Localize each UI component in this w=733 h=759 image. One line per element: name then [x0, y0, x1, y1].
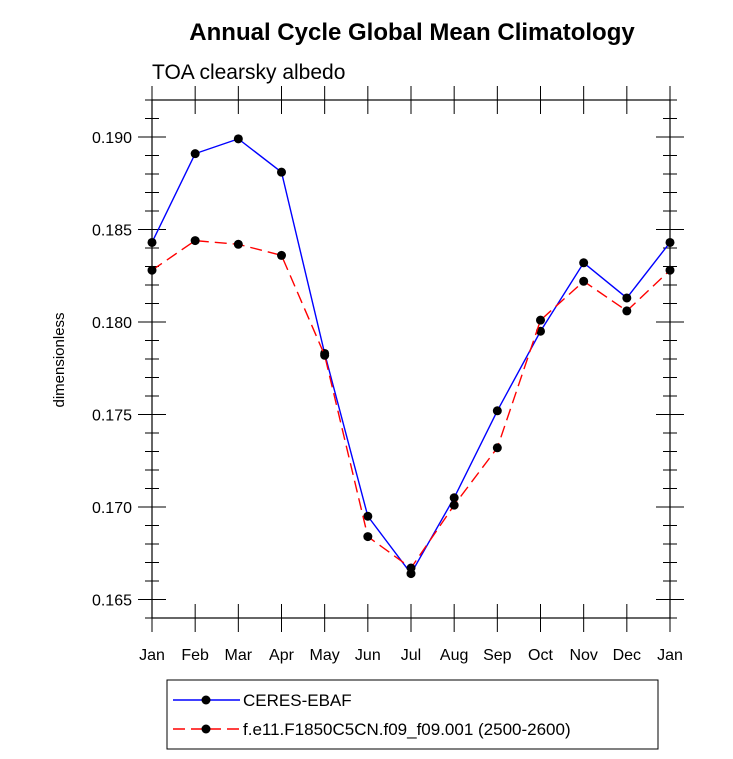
- legend-label-1: f.e11.F1850C5CN.f09_f09.001 (2500-2600): [243, 720, 571, 739]
- data-point-series-0: [147, 237, 157, 247]
- data-point-series-0: [190, 149, 200, 159]
- y-tick-label: 0.180: [92, 315, 132, 332]
- legend-marker-1: [201, 724, 211, 734]
- x-tick-label: Sep: [483, 647, 512, 664]
- x-tick-label: Dec: [613, 647, 641, 664]
- plot-frame: [151, 99, 671, 619]
- chart-title: Annual Cycle Global Mean Climatology: [189, 19, 635, 46]
- data-point-series-1: [147, 265, 157, 275]
- data-point-series-0: [233, 134, 243, 144]
- x-tick-label: Jul: [401, 647, 421, 664]
- data-point-series-1: [449, 500, 459, 510]
- data-point-series-1: [320, 350, 330, 360]
- ticks-layer: 0.165 0.170 0.175 0.180 0.185 0.190 Jan Feb Mar A…: [92, 86, 684, 664]
- data-point-series-1: [406, 563, 416, 573]
- series-layer: [147, 134, 675, 579]
- x-tick-label: Jan: [657, 647, 683, 664]
- data-point-series-0: [277, 167, 286, 177]
- legend-marker-0: [201, 695, 211, 705]
- y-tick-label: 0.190: [92, 130, 132, 147]
- data-point-series-0: [622, 293, 632, 303]
- data-point-series-1: [492, 443, 502, 453]
- data-point-series-1: [622, 306, 632, 316]
- data-point-series-1: [579, 276, 589, 286]
- data-point-series-1: [363, 532, 373, 542]
- y-tick-label: 0.185: [92, 223, 132, 240]
- data-point-series-1: [536, 315, 545, 325]
- data-point-series-1: [190, 236, 200, 246]
- data-point-series-0: [579, 258, 589, 268]
- y-tick-label: 0.175: [92, 408, 132, 425]
- series-line-1: [151, 239, 671, 570]
- y-tick-label: 0.170: [92, 500, 132, 517]
- y-tick-label: 0.165: [92, 593, 132, 610]
- data-point-series-0: [363, 511, 373, 521]
- x-tick-label: Feb: [181, 647, 209, 664]
- x-tick-label: Aug: [440, 647, 468, 664]
- data-point-series-0: [536, 326, 545, 336]
- data-point-series-1: [277, 250, 286, 260]
- x-tick-label: Jun: [355, 647, 381, 664]
- legend-box: [166, 679, 659, 750]
- data-point-series-0: [449, 493, 459, 503]
- x-tick-label: May: [310, 647, 340, 664]
- x-tick-label: Oct: [528, 647, 553, 664]
- legend: CERES-EBAF f.e11.F1850C5CN.f09_f09.001 (2…: [166, 679, 659, 750]
- x-tick-label: Nov: [569, 647, 597, 664]
- data-point-series-1: [665, 265, 675, 275]
- x-tick-label: Jan: [139, 647, 165, 664]
- legend-label-0: CERES-EBAF: [243, 691, 352, 710]
- y-axis-label: dimensionless: [51, 312, 68, 407]
- data-point-series-0: [492, 406, 502, 416]
- data-point-series-1: [233, 239, 243, 249]
- x-tick-label: Mar: [225, 647, 253, 664]
- x-tick-label: Apr: [269, 647, 295, 664]
- series-line-0: [151, 138, 671, 575]
- chart-subtitle: TOA clearsky albedo: [152, 61, 345, 84]
- data-point-series-0: [665, 237, 675, 247]
